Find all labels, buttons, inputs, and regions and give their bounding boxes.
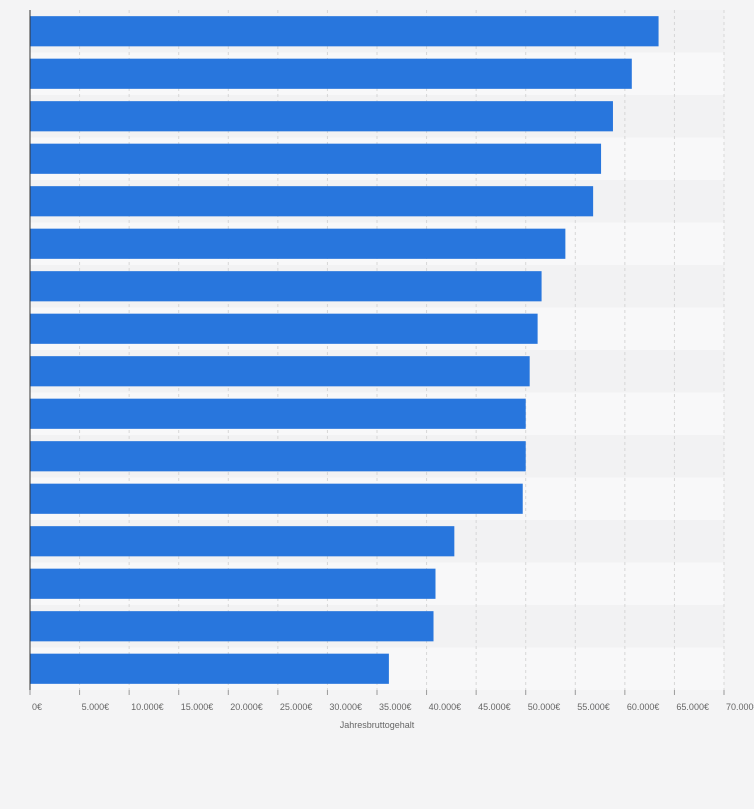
bar[interactable]: [30, 526, 455, 557]
x-tick-label: 65.000€: [676, 702, 709, 712]
bar[interactable]: [30, 611, 434, 642]
x-axis: [29, 10, 725, 695]
x-tick-label: 35.000€: [379, 702, 412, 712]
x-tick-label: 0€: [32, 702, 42, 712]
bar[interactable]: [30, 58, 632, 89]
bar[interactable]: [30, 483, 523, 514]
bar[interactable]: [30, 441, 526, 472]
bar[interactable]: [30, 16, 659, 47]
bar[interactable]: [30, 568, 436, 599]
bar[interactable]: [30, 143, 602, 174]
x-tick-label: 45.000€: [478, 702, 511, 712]
bar[interactable]: [30, 313, 538, 344]
bar[interactable]: [30, 101, 613, 132]
x-tick-label: 60.000€: [627, 702, 660, 712]
x-tick-label: 15.000€: [181, 702, 214, 712]
x-tick-label: 30.000€: [329, 702, 362, 712]
x-tick-label: 25.000€: [280, 702, 313, 712]
x-tick-label: 40.000€: [429, 702, 462, 712]
x-axis-title: Jahresbruttogehalt: [340, 720, 415, 730]
x-tick-labels: 0€ 5.000€ 10.000€ 15.000€ 20.000€ 25.000€ 30.0…: [32, 702, 754, 712]
bar[interactable]: [30, 186, 594, 217]
bars: [30, 16, 659, 684]
bar[interactable]: [30, 228, 566, 259]
x-tick-label: 55.000€: [577, 702, 610, 712]
x-tick-label: 70.000€: [726, 702, 754, 712]
x-tick-label: 10.000€: [131, 702, 164, 712]
bar[interactable]: [30, 271, 542, 302]
bar[interactable]: [30, 398, 526, 429]
x-tick-label: 5.000€: [82, 702, 110, 712]
x-tick-label: 20.000€: [230, 702, 263, 712]
bar[interactable]: [30, 653, 389, 684]
bar[interactable]: [30, 356, 530, 387]
x-tick-label: 50.000€: [528, 702, 561, 712]
